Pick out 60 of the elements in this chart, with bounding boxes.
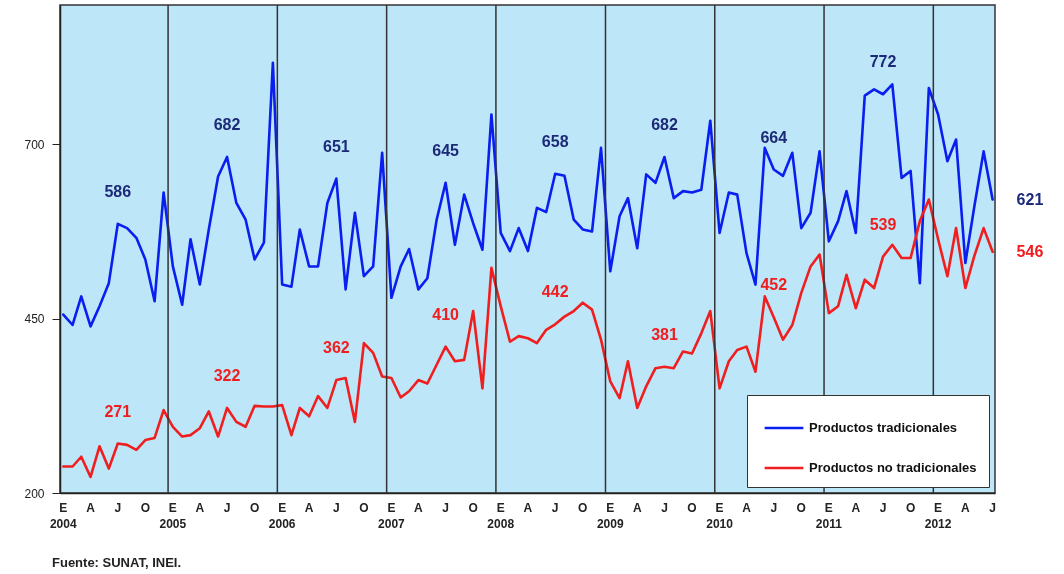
x-tick-label: A [86,501,96,515]
x-tick-label: O [578,501,588,515]
annotation: 651 [322,137,350,155]
x-tick-label: A [632,501,642,515]
legend-label: Productos no tradicionales [809,460,977,475]
x-tick-label: A [304,501,314,515]
x-tick-label: O [687,501,697,515]
annotation: 381 [651,325,678,343]
x-tick-label: A [195,501,205,515]
annotation: 410 [432,305,460,323]
x-tick-label: O [140,501,150,515]
x-tick-label: J [770,501,778,515]
y-tick-label: 700 [24,137,45,152]
line-series [61,198,994,479]
legend-label: Productos tradicionales [809,420,958,435]
annotation: 772 [869,53,897,71]
x-tick-label: O [359,501,369,515]
x-tick-label: E 2005 [159,501,187,531]
x-tick-label: A [742,501,752,515]
x-tick-label: A [961,501,971,515]
y-tick-label: 450 [24,312,45,327]
annotation: 682 [213,115,241,133]
x-tick-label: E 2008 [487,501,515,531]
annotation: 271 [104,402,132,420]
annotation: 682 [651,115,678,133]
x-tick-label: J [661,501,668,515]
x-tick-label: E 2010 [706,501,734,531]
x-tick-label: O [249,501,260,515]
x-tick-label: A [523,501,533,515]
annotation: 658 [541,132,569,150]
x-tick-label: J [332,501,340,515]
x-tick-label: E 2012 [924,501,952,531]
annotation: 452 [760,276,788,294]
annotation: 621 [1016,190,1044,208]
x-tick-label: O [905,501,916,515]
annotation: 442 [541,283,569,301]
x-tick-label: J [989,501,996,515]
annotation: 664 [760,128,788,146]
x-tick-label: O [796,501,806,515]
y-tick-label: 200 [24,486,45,501]
annotation: 645 [432,141,460,159]
annotation: 362 [322,339,350,357]
annotation: 546 [1016,242,1044,260]
x-tick-label: E 2009 [596,501,624,531]
annotation: 586 [104,182,132,200]
x-tick-label: J [114,501,122,515]
x-tick-label: E 2006 [268,501,296,531]
x-tick-label: O [468,501,478,515]
x-tick-label: J [879,501,887,515]
x-tick-label: E 2004 [49,501,77,531]
x-tick-label: E 2007 [378,501,406,531]
annotation: 322 [213,366,241,384]
x-tick-label: J [223,501,231,515]
x-tick-label: A [414,501,424,515]
x-tick-label: J [551,501,559,515]
annotation: 539 [869,215,897,233]
x-tick-label: J [442,501,449,515]
x-tick-label: E 2011 [815,501,843,531]
x-tick-label: A [851,501,861,515]
source-note: Fuente: SUNAT, INEI. [52,555,182,570]
